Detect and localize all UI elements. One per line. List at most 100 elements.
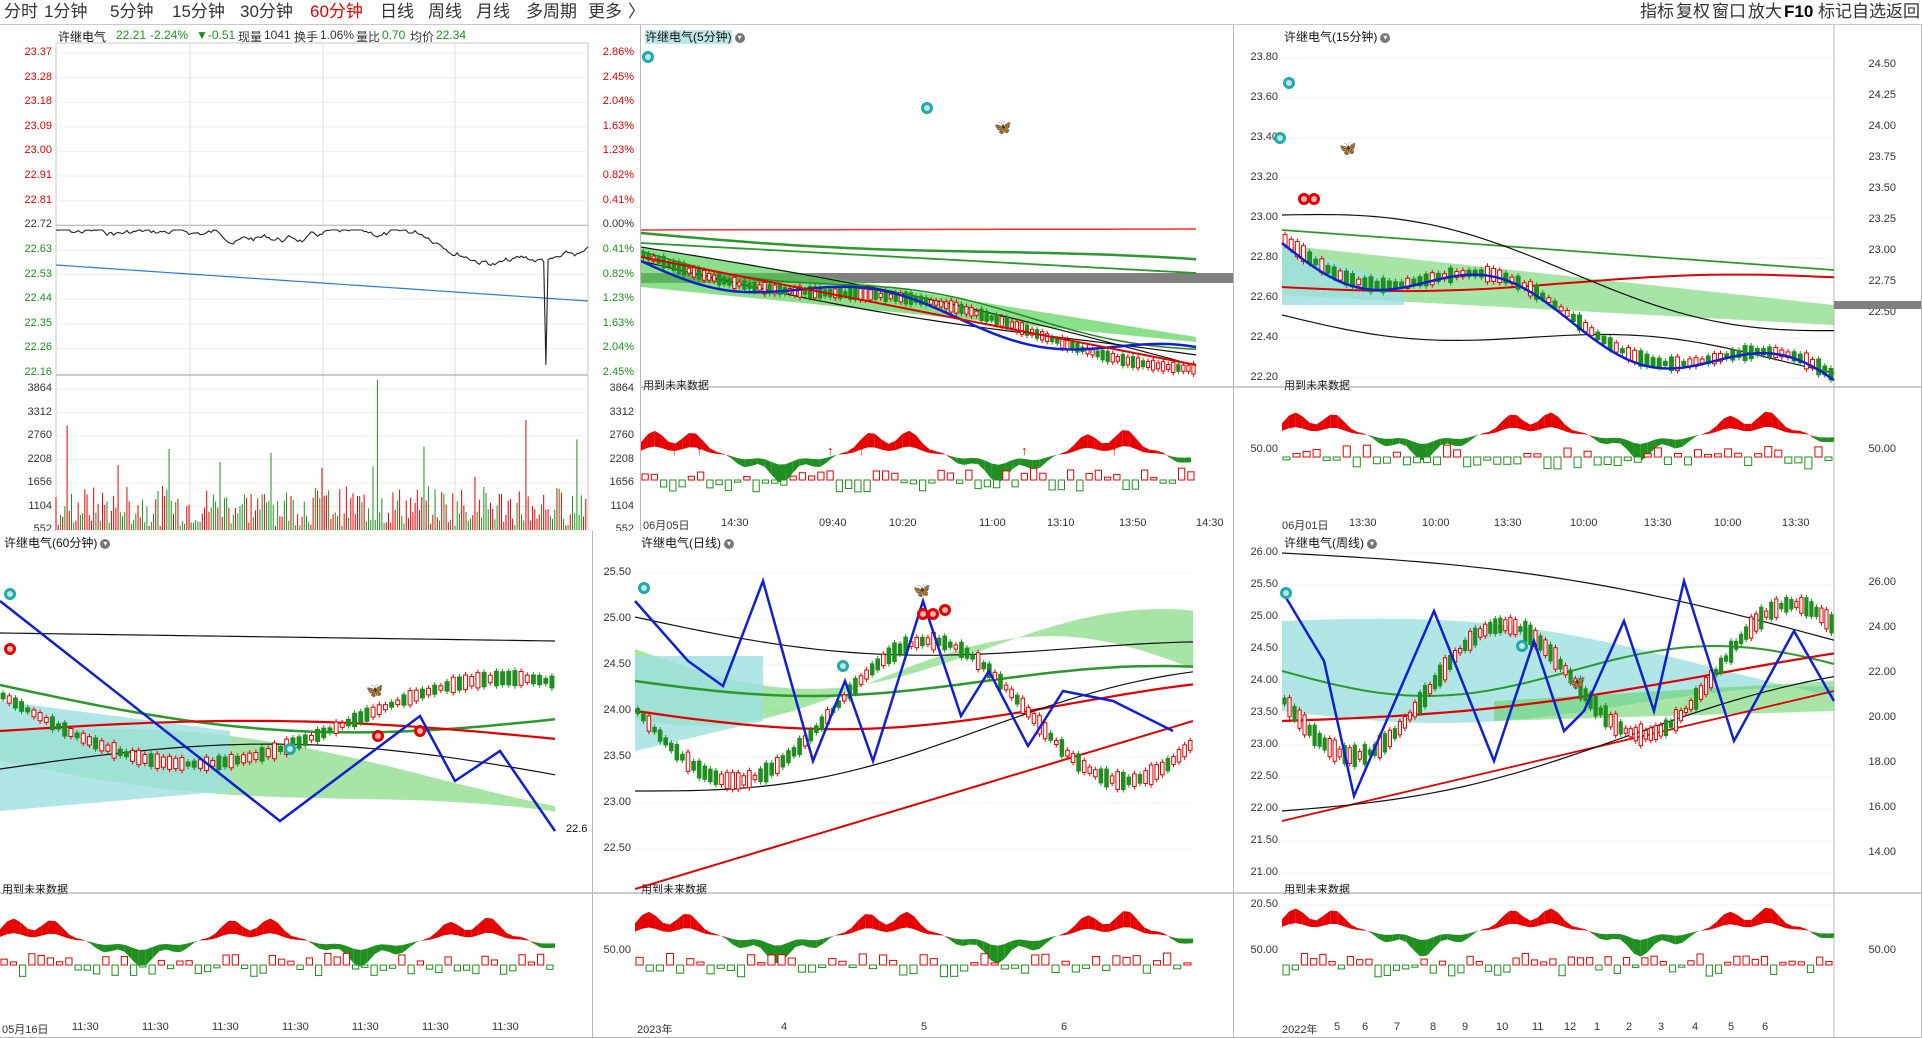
signal-bar (1693, 449, 1703, 458)
price-candle (772, 284, 777, 295)
momentum-fill (739, 939, 747, 949)
signal-bar (771, 479, 779, 484)
price-level-label: 22.81 (24, 193, 52, 206)
five-minute-panel[interactable]: 许继电气(5分钟) ▾ 用到未来数据 🦋 ↑ ↑ ↑ ↑ ↑ ↑ 06月05日 14:30 09:… (641, 25, 1234, 536)
signal-bar (1641, 957, 1649, 966)
signal-bar (1085, 472, 1093, 481)
signal-bar (315, 964, 323, 977)
price-candle (456, 676, 462, 691)
daily-panel[interactable]: 许继电气(日线) ▾ 用到未来数据 25.50 25.00 24.50 24.00 23.… (593, 531, 1234, 1038)
period-1min[interactable]: 1分钟 (44, 2, 88, 21)
price-candle (713, 770, 719, 785)
signal-bar (974, 479, 982, 490)
price-level-label: 22.72 (24, 218, 52, 231)
momentum-fill (1420, 939, 1427, 957)
signal-bar (1152, 960, 1162, 966)
x-axis-label: 1 (1594, 1021, 1601, 1033)
signal-bar (706, 964, 715, 975)
signal-bar (259, 964, 267, 974)
period-30min[interactable]: 30分钟 (240, 2, 293, 21)
period-5min[interactable]: 5分钟 (110, 2, 154, 21)
period-intraday[interactable]: 分时 (4, 2, 38, 21)
period-more[interactable]: 更多 (588, 2, 622, 21)
momentum-fill (131, 947, 139, 967)
tool-rights-button[interactable]: 复权 (1676, 2, 1710, 21)
price-candle (1595, 331, 1601, 341)
fifteen-minute-panel[interactable]: 许继电气(15分钟) ▾ 用到未来数据 23.80 23.60 23.40 23.20 2… (1234, 25, 1922, 536)
sixty-minute-panel[interactable]: 许继电气(60分钟) ▾ 用到未来数据 22.6 🦋 05月16日 11:30 11:… (0, 531, 593, 1038)
signal-bar (56, 961, 64, 966)
momentum-fill (1613, 933, 1621, 940)
price-candle (1165, 758, 1171, 772)
signal-bar (93, 964, 101, 975)
momentum-fill (1599, 437, 1607, 445)
price-candle (1382, 733, 1387, 753)
momentum-fill (1475, 433, 1483, 437)
price-candle (86, 736, 92, 746)
momentum-fill (1640, 442, 1648, 461)
tool-back-button[interactable]: 返回 (1886, 2, 1920, 21)
signal-bar (287, 960, 295, 966)
tool-f10-button[interactable]: F10 (1784, 2, 1814, 21)
signal-bar (1382, 456, 1391, 464)
signal-bar (111, 964, 119, 976)
ma-green-thick (634, 664, 1194, 698)
signal-bar (1141, 469, 1149, 481)
tool-window-button[interactable]: 窗口 (1712, 2, 1746, 21)
tool-mark-button[interactable]: 标记 (1818, 2, 1852, 21)
price-candle (914, 636, 920, 649)
x-axis-label: 13:30 (1782, 517, 1810, 529)
period-daily[interactable]: 日线 (380, 2, 414, 21)
period-weekly[interactable]: 周线 (428, 2, 462, 21)
period-multi[interactable]: 多周期 (526, 2, 577, 21)
momentum-fill (1357, 432, 1365, 435)
momentum-fill (1053, 453, 1061, 457)
momentum-fill (1371, 931, 1379, 939)
period-monthly[interactable]: 月线 (476, 2, 510, 21)
momentum-fill (111, 943, 118, 952)
price-candle (1478, 628, 1483, 638)
x-axis-label: 14:30 (1196, 517, 1224, 529)
price-level-label: 25.00 (1250, 610, 1278, 622)
tool-indicator-button[interactable]: 指标 (1640, 2, 1674, 21)
momentum-fill (1633, 938, 1641, 957)
price-level-label: 23.00 (24, 144, 52, 157)
price-candle (43, 717, 49, 723)
price-candle (1156, 362, 1161, 370)
future-data-note: 用到未来数据 (643, 380, 709, 392)
signal-bar (1392, 451, 1401, 458)
momentum-fill (757, 458, 765, 467)
price-candle (1734, 640, 1739, 650)
price-candle (1809, 601, 1814, 617)
price-candle (25, 707, 31, 713)
fifteen-minute-chart: 🦋 (1234, 25, 1921, 535)
chevron-right-icon[interactable]: 〉 (628, 2, 645, 21)
momentum-fill (249, 927, 257, 938)
price-candle (370, 706, 376, 718)
price-candle (1799, 596, 1804, 614)
tool-zoom-button[interactable]: 放大 (1748, 2, 1782, 21)
chevron-down-icon: ▾ (100, 538, 111, 549)
signal-bar (826, 470, 834, 481)
price-candle (364, 707, 370, 722)
weekly-panel[interactable]: 许继电气(周线) ▾ 用到未来数据 26.00 25.50 25.00 24.50 24.… (1234, 531, 1922, 1038)
signal-bar (939, 964, 949, 978)
intraday-panel[interactable]: 许继电气 22.21 -2.24% ▼-0.51 现量 1041 换手 1.06… (0, 25, 641, 536)
price-candle (1150, 359, 1156, 371)
signal-bar (1794, 456, 1803, 464)
period-60min[interactable]: 60分钟 (310, 2, 363, 21)
price-level-label: 24.00 (1868, 120, 1896, 132)
momentum-fill (1413, 441, 1420, 461)
period-15min[interactable]: 15分钟 (172, 2, 225, 21)
momentum-fill (6, 918, 14, 935)
avg-label: 均价 (410, 30, 435, 44)
price-candle (130, 749, 136, 762)
tool-watchlist-button[interactable]: 自选 (1852, 2, 1886, 21)
price-candle (1368, 276, 1374, 293)
signal-bar (1020, 472, 1028, 481)
volume-level-label: 2208 (27, 452, 52, 465)
price-candle (1503, 272, 1509, 284)
price-candle (1392, 728, 1398, 739)
signal-bar (37, 954, 45, 966)
price-level-label: 24.50 (1250, 642, 1278, 654)
